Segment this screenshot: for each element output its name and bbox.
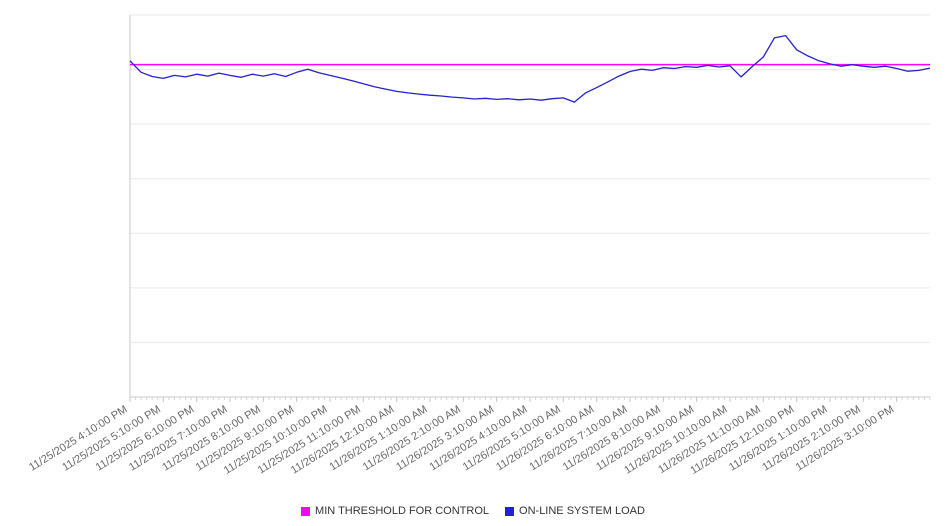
legend-item-min-threshold[interactable]: MIN THRESHOLD FOR CONTROL xyxy=(301,505,489,517)
legend-swatch-system-load-icon xyxy=(505,506,515,516)
legend-swatch-min-threshold-icon xyxy=(301,506,311,516)
legend-label-system-load: ON-LINE SYSTEM LOAD xyxy=(519,505,645,517)
system-load-line xyxy=(129,34,931,103)
chart-legend: MIN THRESHOLD FOR CONTROL ON-LINE SYSTEM… xyxy=(0,505,946,517)
legend-label-min-threshold: MIN THRESHOLD FOR CONTROL xyxy=(315,505,490,517)
legend-item-system-load[interactable]: ON-LINE SYSTEM LOAD xyxy=(505,505,645,517)
